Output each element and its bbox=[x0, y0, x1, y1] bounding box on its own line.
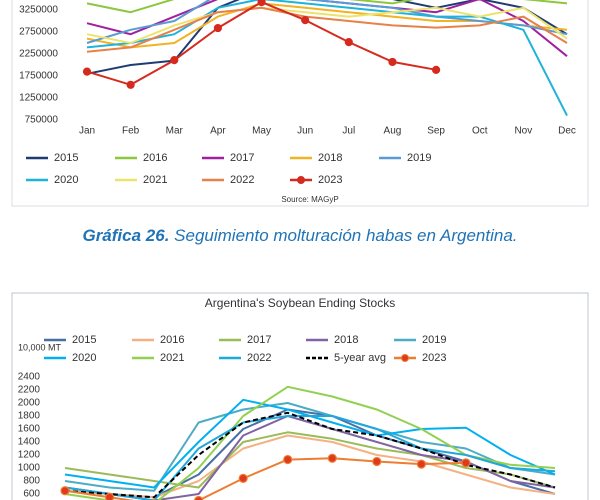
plot bbox=[82, 0, 568, 117]
series-line bbox=[86, 0, 568, 14]
y-tick-label: 2250000 bbox=[19, 49, 58, 60]
x-tick-label: Apr bbox=[210, 126, 226, 137]
marker bbox=[344, 38, 353, 47]
x-tick-label: Jul bbox=[342, 126, 355, 137]
y-tick-label: 1250000 bbox=[19, 93, 58, 104]
y-tick-label: 1200 bbox=[18, 450, 41, 461]
y-tick-label: 2000 bbox=[18, 398, 41, 409]
top-panel bbox=[11, 0, 589, 207]
legend-label: 2019 bbox=[422, 334, 446, 346]
source: Source: MAGyP bbox=[281, 195, 338, 204]
x-tick-label: May bbox=[252, 126, 271, 137]
marker bbox=[126, 80, 135, 89]
legend-label: 2023 bbox=[318, 174, 342, 186]
y-tick-label: 2200 bbox=[18, 385, 41, 396]
marker bbox=[283, 454, 293, 465]
marker bbox=[431, 65, 441, 74]
legend-label: 2015 bbox=[54, 152, 78, 164]
legend-label: 2020 bbox=[54, 174, 78, 186]
chart-title: Argentina's Soybean Ending Stocks bbox=[205, 296, 395, 310]
marker bbox=[194, 495, 204, 500]
legend-label: 2022 bbox=[247, 352, 271, 364]
marker bbox=[213, 23, 223, 33]
y-tick-label: 600 bbox=[23, 489, 40, 500]
x-tick-label: Oct bbox=[472, 126, 488, 137]
legend-label: 2021 bbox=[160, 352, 184, 364]
marker bbox=[104, 492, 115, 500]
x-tick-label: Mar bbox=[166, 126, 184, 137]
series-line bbox=[64, 457, 466, 500]
legend-label: 2018 bbox=[318, 152, 342, 164]
legend-marker bbox=[401, 354, 409, 362]
x-tick-label: Aug bbox=[384, 126, 402, 137]
x-tick-label: Feb bbox=[122, 126, 140, 137]
legend-label: 2016 bbox=[143, 152, 167, 164]
caption-label: Gráfica 26. bbox=[82, 226, 169, 245]
marker bbox=[82, 67, 92, 76]
legend-label: 2018 bbox=[334, 334, 358, 346]
marker bbox=[372, 456, 382, 467]
y-tick-label: 3250000 bbox=[19, 5, 58, 16]
marker bbox=[416, 459, 426, 469]
caption-text: Seguimiento molturación habas en Argenti… bbox=[169, 226, 517, 245]
legend-label: 2019 bbox=[407, 152, 431, 164]
series-line bbox=[86, 6, 568, 44]
legend-label: 2022 bbox=[230, 174, 254, 186]
y-tick-label: 2750000 bbox=[19, 27, 58, 38]
series-line bbox=[86, 6, 568, 53]
legend-label: 2023 bbox=[422, 352, 446, 364]
series-line bbox=[64, 431, 556, 489]
y-tick-label: 800 bbox=[23, 476, 40, 487]
marker bbox=[257, 0, 266, 7]
bottom-panel bbox=[11, 292, 589, 500]
x-tick-label: Jun bbox=[297, 126, 313, 137]
x-tick-label: Sep bbox=[427, 126, 445, 137]
legend-label: 2021 bbox=[143, 174, 167, 186]
caption: Gráfica 26. Seguimiento molturación haba… bbox=[82, 226, 517, 245]
marker bbox=[388, 57, 397, 67]
series-line bbox=[86, 0, 568, 44]
series-line bbox=[86, 0, 568, 75]
marker bbox=[238, 473, 248, 483]
y-tick-label: 1600 bbox=[18, 424, 41, 435]
y-tick-label: 1000 bbox=[18, 463, 41, 474]
legend-label: 2016 bbox=[160, 334, 184, 346]
legend-label: 2020 bbox=[72, 352, 96, 364]
y-tick-label: 1400 bbox=[18, 437, 41, 448]
plot bbox=[60, 385, 556, 500]
legend-label: 2015 bbox=[72, 334, 96, 346]
series-line bbox=[64, 415, 556, 500]
series-line bbox=[64, 402, 556, 492]
series-line bbox=[64, 411, 556, 499]
unit-label: 10,000 MT bbox=[18, 342, 62, 352]
marker bbox=[301, 16, 310, 25]
legend-marker bbox=[297, 176, 305, 184]
x-tick-label: Dec bbox=[558, 126, 576, 137]
y-tick-label: 1800 bbox=[18, 411, 41, 422]
marker bbox=[461, 458, 471, 468]
marker bbox=[170, 56, 179, 65]
marker bbox=[60, 486, 70, 496]
x-tick-label: Jan bbox=[79, 126, 95, 137]
y-tick-label: 750000 bbox=[25, 115, 59, 126]
series-line bbox=[86, 0, 568, 117]
y-tick-label: 2400 bbox=[18, 372, 41, 383]
x-tick-label: Nov bbox=[514, 126, 532, 137]
y-tick-label: 1750000 bbox=[19, 71, 58, 82]
legend-label: 2017 bbox=[247, 334, 271, 346]
marker bbox=[327, 453, 337, 463]
legend-label: 2017 bbox=[230, 152, 254, 164]
legend-label: 5-year avg bbox=[334, 352, 386, 364]
